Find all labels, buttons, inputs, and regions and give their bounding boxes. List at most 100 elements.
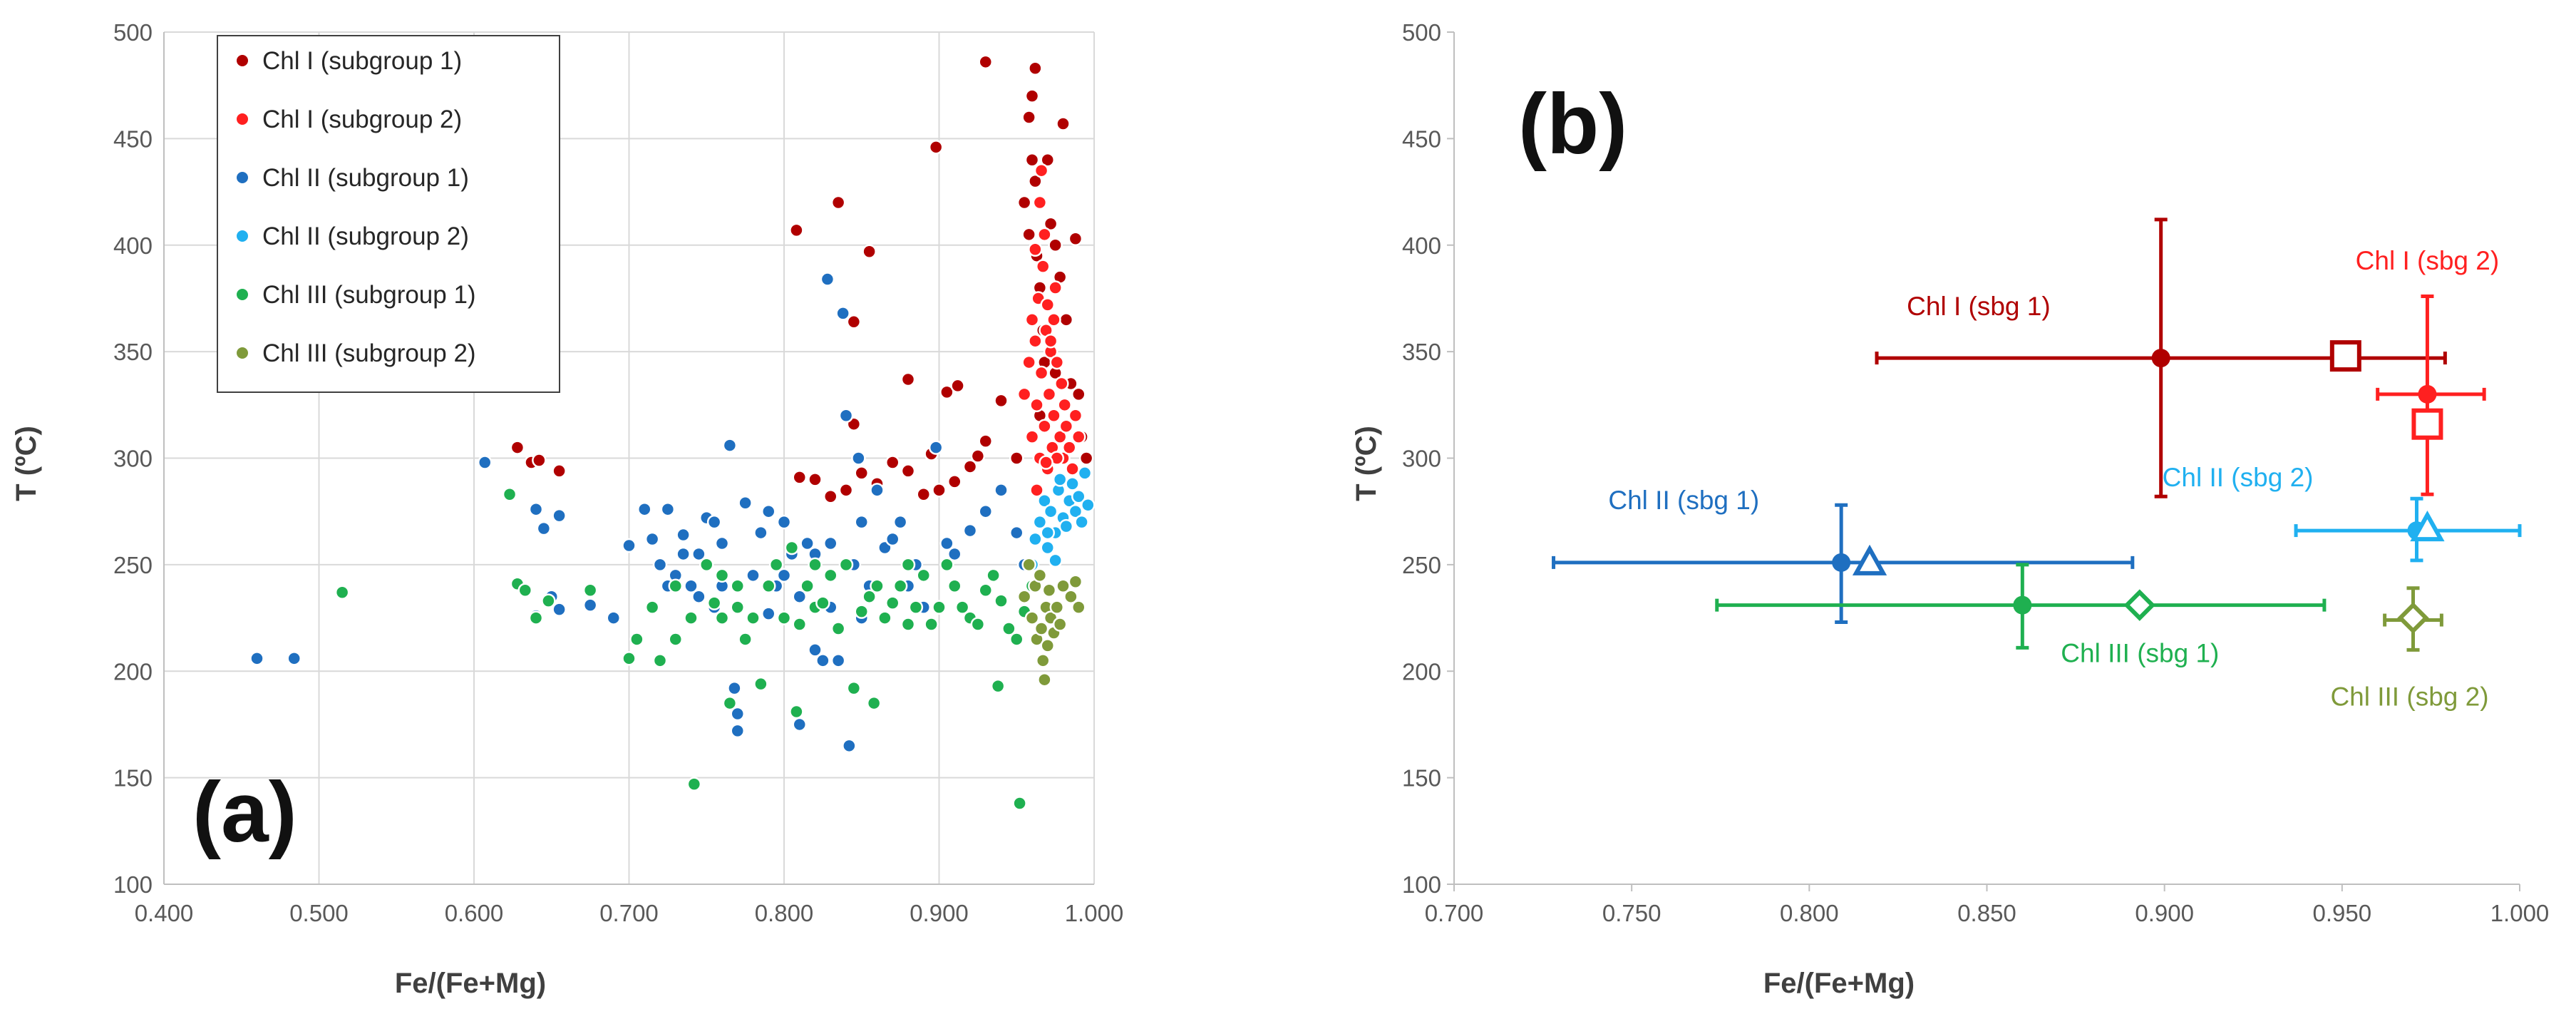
scatter-point-chl3_s1 [1012, 796, 1027, 811]
scatter-point-chl1_s1 [1058, 312, 1074, 327]
y-tick-label: 200 [113, 658, 153, 685]
scatter-point-chl3_s1 [776, 610, 792, 625]
scatter-point-chl2_s1 [835, 306, 850, 321]
scatter-point-chl3_s1 [970, 617, 986, 632]
x-tick-label: 0.500 [289, 900, 349, 926]
panel-a-gridlines [163, 31, 1095, 885]
scatter-point-chl3_s1 [862, 589, 877, 604]
y-tick-label: 400 [1402, 232, 1441, 259]
scatter-point-chl3_s1 [730, 578, 745, 593]
scatter-point-chl3_s1 [947, 578, 962, 593]
scatter-point-chl2_s1 [477, 455, 493, 470]
legend-marker [235, 170, 249, 185]
open-triangle-marker [2410, 510, 2445, 542]
scatter-point-chl3_s1 [838, 557, 854, 573]
scatter-point-chl1_s2 [1057, 397, 1072, 413]
scatter-point-chl3_s2 [1049, 600, 1065, 615]
scatter-point-chl2_s1 [1009, 525, 1024, 541]
scatter-point-chl3_s1 [908, 600, 924, 615]
scatter-point-chl1_s1 [939, 384, 954, 400]
scatter-point-chl3_s1 [939, 557, 954, 573]
scatter-point-chl2_s1 [851, 451, 866, 466]
scatter-point-chl3_s1 [877, 610, 892, 625]
legend-marker [235, 287, 249, 302]
scatter-point-chl2_s2 [1048, 553, 1063, 568]
scatter-point-chl3_s1 [334, 585, 350, 600]
panel-b-groups: Chl I (sbg 1) Chl I (sbg 2) Chl II (sbg 1)… [1552, 217, 2522, 712]
scatter-point-chl2_s1 [644, 531, 660, 547]
scatter-point-chl2_s1 [823, 536, 838, 551]
scatter-point-chl1_s1 [1068, 231, 1083, 247]
scatter-point-chl2_s1 [854, 514, 869, 530]
y-tick-label: 500 [1402, 19, 1441, 46]
x-tick-label: 1.000 [2490, 900, 2550, 926]
scatter-point-chl1_s1 [1024, 153, 1040, 168]
scatter-point-chl3_s1 [768, 557, 784, 573]
y-tick-label: 150 [113, 765, 153, 792]
open-diamond-marker [2123, 589, 2156, 621]
scatter-point-chl2_s1 [691, 546, 706, 562]
scatter-point-chl2_s1 [606, 610, 621, 625]
scatter-point-chl2_s1 [776, 514, 792, 530]
legend-label: Chl I (subgroup 1) [262, 47, 462, 75]
scatter-point-chl1_s1 [552, 464, 567, 478]
y-tick-label: 500 [113, 19, 153, 46]
x-tick-label: 1.000 [1065, 900, 1124, 926]
scatter-point-chl1_s1 [978, 54, 993, 70]
scatter-point-chl3_s1 [892, 578, 908, 593]
scatter-point-chl2_s2 [1081, 497, 1096, 513]
scatter-point-chl1_s2 [1037, 227, 1052, 242]
scatter-point-chl1_s2 [1068, 408, 1083, 423]
scatter-point-chl1_s1 [792, 470, 807, 485]
scatter-point-chl1_s1 [830, 195, 846, 210]
y-tick-label: 100 [1402, 871, 1441, 898]
scatter-point-chl1_s1 [947, 474, 962, 489]
scatter-point-chl1_s2 [1016, 386, 1032, 402]
scatter-point-chl1_s1 [950, 378, 965, 394]
y-tick-label: 350 [1402, 339, 1441, 365]
scatter-point-chl2_s1 [815, 653, 830, 668]
scatter-point-chl3_s1 [730, 600, 745, 615]
y-tick-label: 250 [113, 552, 153, 578]
scatter-point-chl1_s2 [1071, 429, 1086, 444]
scatter-point-chl1_s2 [1028, 242, 1043, 257]
scatter-point-chl2_s1 [684, 578, 699, 593]
y-tick-label: 450 [113, 126, 153, 152]
scatter-point-chl3_s1 [684, 610, 699, 625]
scatter-point-chl3_s1 [1009, 632, 1024, 647]
scatter-point-chl3_s1 [668, 578, 683, 593]
scatter-point-chl1_s2 [1037, 419, 1052, 434]
panel-b-label: (b) [1518, 76, 1627, 172]
scatter-point-chl2_s1 [870, 483, 885, 498]
group-chl3_s1: Chl III (sbg 1) [1715, 563, 2327, 668]
scatter-point-chl1_s2 [1034, 365, 1049, 381]
mean-point [2013, 595, 2032, 615]
scatter-point-chl1_s2 [1029, 397, 1044, 413]
scatter-point-chl2_s1 [792, 717, 807, 732]
scatter-point-chl3_s1 [800, 578, 815, 593]
scatter-point-chl2_s1 [660, 501, 676, 517]
scatter-point-chl1_s1 [1078, 451, 1094, 466]
scatter-point-chl1_s1 [1021, 227, 1036, 242]
scatter-point-chl1_s1 [916, 487, 931, 502]
scatter-point-chl3_s2 [1040, 638, 1055, 653]
scatter-point-chl2_s1 [730, 706, 745, 722]
scatter-point-chl3_s1 [761, 578, 776, 593]
group-chl2_s1: Chl II (sbg 1) [1552, 486, 2135, 625]
scatter-point-chl2_s1 [691, 589, 706, 604]
scatter-point-chl1_s1 [789, 222, 804, 238]
x-tick-label: 0.700 [599, 900, 659, 926]
scatter-point-chl1_s1 [962, 459, 978, 474]
scatter-point-chl3_s1 [994, 593, 1009, 608]
scatter-point-chl3_s1 [954, 600, 970, 615]
panel-a-tick-labels: 0.400 0.500 0.600 0.700 0.800 0.900 1.000 100 15… [113, 19, 1123, 926]
scatter-point-chl1_s1 [885, 455, 900, 470]
scatter-point-chl2_s1 [676, 546, 691, 562]
scatter-point-chl3_s1 [686, 777, 702, 792]
scatter-point-chl3_s1 [866, 695, 882, 711]
scatter-point-chl3_s1 [808, 557, 823, 573]
scatter-point-chl1_s1 [1056, 116, 1071, 131]
legend-label: Chl II (subgroup 1) [262, 164, 469, 192]
scatter-point-chl3_s1 [502, 487, 517, 502]
y-tick-label: 300 [1402, 446, 1441, 472]
